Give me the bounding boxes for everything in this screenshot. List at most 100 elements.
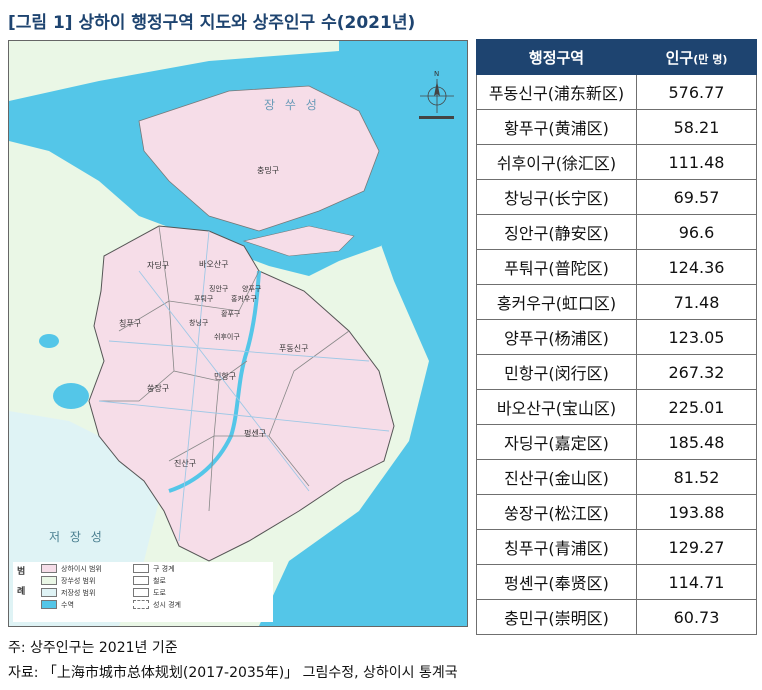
label-fengxian: 펑센구	[244, 428, 266, 438]
swatch-road	[133, 588, 149, 597]
district-cell: 양푸구(杨浦区)	[476, 319, 637, 355]
district-cell: 쉬후이구(徐汇区)	[476, 144, 637, 180]
table-row: 푸퉈구(普陀区) 124.36	[476, 249, 757, 285]
label-changning: 창닝구	[189, 318, 209, 327]
table-body: 푸동신구(浦东新区) 576.77 황푸구(黄浦区) 58.21 쉬후이구(徐汇区) 11…	[476, 74, 757, 635]
label-songjiang: 쑹장구	[147, 383, 169, 393]
table-row: 진산구(金山区) 81.52	[476, 459, 757, 495]
figure-title: [그림 1] 상하이 행정구역 지도와 상주인구 수(2021년)	[8, 13, 416, 33]
district-cell: 칭푸구(青浦区)	[476, 529, 637, 565]
legend-water: 수역	[61, 601, 74, 609]
label-jingan: 징안구	[209, 284, 229, 293]
district-cell: 충민구(崇明区)	[476, 599, 637, 635]
table-row: 푸동신구(浦东新区) 576.77	[476, 74, 757, 110]
legend-district-border: 구 경계	[153, 565, 175, 573]
header-district: 행정구역	[476, 39, 637, 75]
label-qingpu: 칭푸구	[119, 319, 141, 328]
shanghai-map: 장 쑤 성 저 장 성 충밍구 자딩구 바오산구 칭푸구 푸퉈구 징안구 양푸구…	[8, 40, 468, 627]
population-cell: 225.01	[636, 389, 757, 425]
note-basis: 주: 상주인구는 2021년 기준	[8, 640, 178, 656]
population-cell: 81.52	[636, 459, 757, 495]
population-cell: 69.57	[636, 179, 757, 215]
district-cell: 창닝구(长宁区)	[476, 179, 637, 215]
chongming-island	[138, 85, 380, 232]
legend-province-border: 성시 경계	[153, 601, 181, 609]
table-row: 홍커우구(虹口区) 71.48	[476, 284, 757, 320]
table-row: 양푸구(杨浦区) 123.05	[476, 319, 757, 355]
district-cell: 진산구(金山区)	[476, 459, 637, 495]
label-minhang: 민항구	[214, 371, 236, 381]
swatch-province-border	[133, 600, 149, 609]
population-cell: 129.27	[636, 529, 757, 565]
legend-header-b: 례	[17, 587, 26, 597]
population-cell: 267.32	[636, 354, 757, 390]
legend-shanghai: 상하이시 범위	[61, 565, 102, 573]
population-cell: 111.48	[636, 144, 757, 180]
swatch-jiangsu	[41, 576, 57, 585]
scale-bar	[419, 116, 454, 119]
changxing-island	[242, 225, 355, 257]
table-row: 펑셴구(奉贤区) 114.71	[476, 564, 757, 600]
table-row: 민항구(闵行区) 267.32	[476, 354, 757, 390]
district-cell: 펑셴구(奉贤区)	[476, 564, 637, 600]
label-hongkou: 홍커우구	[231, 294, 257, 303]
population-cell: 185.48	[636, 424, 757, 460]
label-yangpu: 양푸구	[242, 285, 262, 293]
population-cell: 124.36	[636, 249, 757, 285]
legend-zhejiang: 저장성 범위	[61, 589, 96, 597]
population-cell: 71.48	[636, 284, 757, 320]
swatch-railway	[133, 576, 149, 585]
population-cell: 58.21	[636, 109, 757, 145]
swatch-shanghai	[41, 564, 57, 573]
header-population: 인구(만 명)	[636, 39, 757, 75]
label-jiangsu: 장 쑤 성	[264, 98, 320, 112]
table-row: 황푸구(黄浦区) 58.21	[476, 109, 757, 145]
lake-2	[39, 334, 59, 348]
label-xuhui: 쉬후이구	[214, 332, 240, 341]
population-cell: 114.71	[636, 564, 757, 600]
district-borders	[99, 225, 350, 512]
map-legend: 범 례 상하이시 범위 장쑤성 범위 저장성 범위 수역 구 경계 철로 도로 …	[13, 562, 273, 622]
district-cell: 홍커우구(虹口区)	[476, 284, 637, 320]
huangpu-river	[168, 270, 261, 493]
label-chongming: 충밍구	[257, 165, 279, 175]
population-cell: 60.73	[636, 599, 757, 635]
district-cell: 푸퉈구(普陀区)	[476, 249, 637, 285]
shanghai-mainland	[88, 225, 395, 562]
table-row: 칭푸구(青浦区) 129.27	[476, 529, 757, 565]
label-pudong: 푸동신구	[279, 344, 308, 353]
swatch-zhejiang	[41, 588, 57, 597]
label-huangpu: 황푸구	[221, 309, 241, 318]
label-zhejiang: 저 장 성	[49, 530, 105, 544]
legend-railway: 철로	[153, 577, 166, 585]
table-row: 쑹장구(松江区) 193.88	[476, 494, 757, 530]
header-unit: (만 명)	[693, 52, 728, 66]
district-cell: 쑹장구(松江区)	[476, 494, 637, 530]
lake	[53, 383, 89, 409]
label-jinshan: 진산구	[174, 458, 196, 468]
legend-jiangsu: 장쑤성 범위	[61, 577, 96, 585]
district-cell: 자딩구(嘉定区)	[476, 424, 637, 460]
legend-header-a: 범	[17, 567, 26, 577]
population-cell: 193.88	[636, 494, 757, 530]
table-row: 쉬후이구(徐汇区) 111.48	[476, 144, 757, 180]
table-row: 바오산구(宝山区) 225.01	[476, 389, 757, 425]
label-putuo: 푸퉈구	[194, 295, 214, 303]
district-cell: 바오산구(宝山区)	[476, 389, 637, 425]
district-cell: 황푸구(黄浦区)	[476, 109, 637, 145]
population-table: 행정구역 인구(만 명) 푸동신구(浦东新区) 576.77 황푸구(黄浦区) 58.…	[476, 39, 757, 635]
population-cell: 576.77	[636, 74, 757, 110]
district-cell: 푸동신구(浦东新区)	[476, 74, 637, 110]
table-row: 자딩구(嘉定区) 185.48	[476, 424, 757, 460]
population-cell: 96.6	[636, 214, 757, 250]
swatch-water	[41, 600, 57, 609]
table-row: 징안구(静安区) 96.6	[476, 214, 757, 250]
label-jiading: 자딩구	[147, 260, 169, 270]
district-cell: 징안구(静安区)	[476, 214, 637, 250]
swatch-district-border	[133, 564, 149, 573]
label-baoshan: 바오산구	[199, 259, 228, 269]
label-north: N	[434, 70, 439, 78]
district-cell: 민항구(闵行区)	[476, 354, 637, 390]
sea	[259, 41, 467, 626]
note-source: 자료: 「上海市城市总体规划(2017-2035年)」 그림수정, 상하이시 통…	[8, 665, 458, 681]
